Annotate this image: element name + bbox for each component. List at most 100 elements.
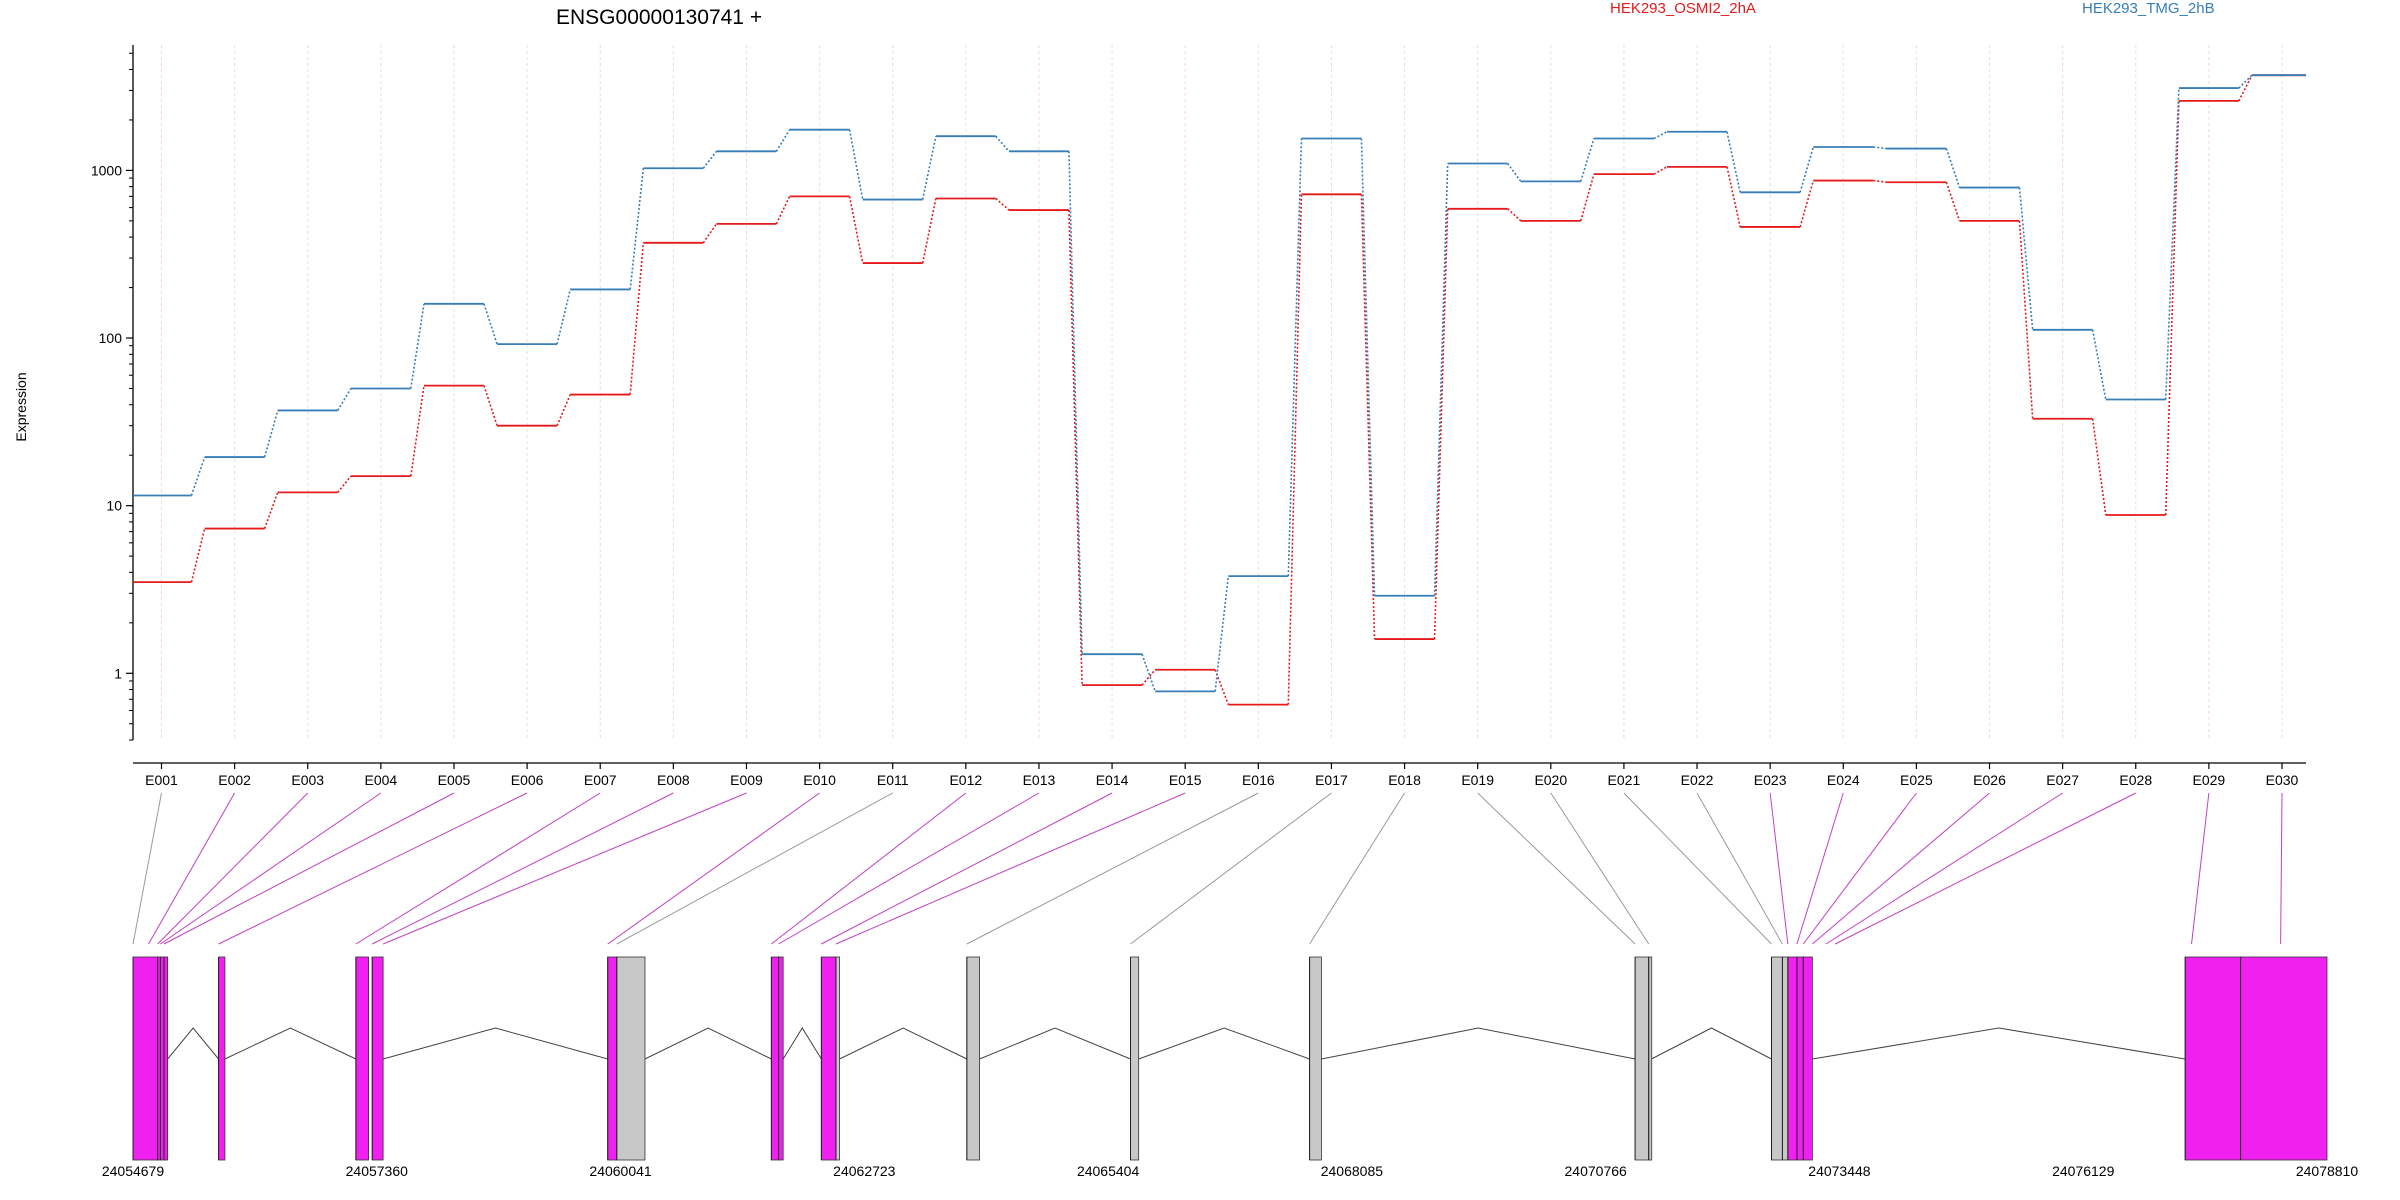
x-tick-label: E004	[365, 772, 398, 788]
series-transition	[1945, 148, 1961, 188]
exon-block	[1634, 956, 1650, 1161]
intron	[1651, 1027, 1772, 1060]
exon-block	[616, 956, 646, 1161]
series-transition	[1068, 210, 1083, 686]
exon-block	[607, 956, 618, 1161]
series-transition	[702, 150, 718, 169]
exon-connector	[1834, 792, 2136, 945]
series-transition	[629, 168, 645, 290]
series-transition	[702, 223, 718, 244]
series-transition	[1653, 166, 1668, 175]
x-tick-label: E016	[1242, 772, 1275, 788]
x-tick-label: E021	[1608, 772, 1641, 788]
coordinate-label: 24078810	[2296, 1163, 2359, 1179]
genomic-coordinate-axis: 24054679 24057360 24060041 24062723 24065404…	[102, 1163, 2359, 1179]
x-tick-label: E007	[584, 772, 617, 788]
series-transition	[1287, 138, 1303, 577]
series-transition	[1214, 576, 1230, 692]
y-axis: 1 10 100 1000	[91, 45, 134, 741]
series-transition	[921, 136, 937, 200]
series-transition	[848, 129, 864, 200]
exon-connector-lines	[132, 792, 2283, 945]
series-transition	[2238, 74, 2253, 102]
x-tick-label: E022	[1681, 772, 1714, 788]
series-transition	[263, 410, 279, 458]
series-transition	[775, 129, 791, 152]
coordinate-label: 24062723	[833, 1163, 896, 1179]
series-transition	[1360, 194, 1376, 640]
series-transition	[263, 492, 279, 529]
y-tick-label: 100	[99, 330, 123, 346]
exon-connector	[1769, 792, 1789, 945]
legend-series-2: HEK293_TMG_2hB	[2082, 0, 2215, 17]
series-transition	[190, 456, 206, 496]
series-transition	[995, 197, 1010, 211]
exon-block	[820, 956, 837, 1161]
series-transition	[1799, 180, 1815, 228]
intron	[224, 1027, 357, 1060]
exon-connector	[1550, 792, 1650, 945]
intron	[382, 1027, 608, 1060]
exon-block	[770, 956, 780, 1161]
exon-connector	[1812, 792, 1990, 945]
exon-connector	[2280, 792, 2283, 945]
series-1	[133, 74, 2306, 706]
series-transition	[1873, 179, 1887, 184]
exon-block	[371, 956, 384, 1161]
y-axis-label: Expression	[13, 372, 29, 441]
coordinate-label: 24057360	[346, 1163, 409, 1179]
exon-block	[835, 956, 840, 1161]
exon-block	[1771, 956, 1783, 1161]
series-transition	[1726, 131, 1741, 193]
exon-connector	[1796, 792, 1844, 945]
exon-block	[2240, 956, 2328, 1161]
exon-connector	[835, 792, 1186, 945]
x-tick-label: E020	[1534, 772, 1567, 788]
exon-connector	[132, 792, 162, 945]
intron	[644, 1027, 772, 1060]
series-transition	[1287, 194, 1303, 705]
exon-connector	[616, 792, 893, 945]
x-tick-label: E003	[291, 772, 324, 788]
grid-lines	[161, 45, 2283, 740]
gene-model	[132, 956, 2328, 1161]
exon-connector	[371, 792, 674, 945]
exon-connector	[1825, 792, 2063, 945]
y-tick-label: 1	[114, 665, 122, 681]
series-2	[133, 74, 2306, 693]
series-transition	[1507, 208, 1522, 222]
series-transition	[1873, 146, 1887, 150]
series-transition	[1141, 669, 1156, 686]
exon-connector	[966, 792, 1259, 945]
series-transition	[1580, 138, 1595, 182]
exon-block	[1309, 956, 1322, 1161]
series-transition	[1945, 181, 1961, 222]
series-transition	[410, 385, 425, 477]
exon-block	[163, 956, 169, 1161]
x-tick-label: E002	[218, 772, 251, 788]
series-transition	[1433, 208, 1449, 640]
exon-block	[1802, 956, 1813, 1161]
series-transition	[337, 388, 352, 411]
series-transition	[1141, 653, 1156, 692]
x-tick-label: E018	[1388, 772, 1421, 788]
series-transition	[2238, 74, 2253, 89]
exon-connector	[1130, 792, 1332, 945]
exon-connector	[1802, 792, 1917, 945]
series-transition	[410, 303, 425, 389]
series-transition	[556, 289, 572, 345]
x-tick-label: E011	[877, 772, 909, 788]
x-tick-label: E012	[949, 772, 982, 788]
x-tick-label: E008	[657, 772, 690, 788]
intron	[979, 1027, 1131, 1060]
exon-connector	[821, 792, 1113, 945]
exon-connector	[163, 792, 455, 945]
x-tick-label: E027	[2046, 772, 2079, 788]
exon-block	[159, 956, 165, 1161]
x-tick-label: E005	[438, 772, 471, 788]
series-transition	[1360, 138, 1376, 596]
x-tick-label: E029	[2193, 772, 2226, 788]
exon-block	[1787, 956, 1798, 1161]
exon-block	[1130, 956, 1140, 1161]
